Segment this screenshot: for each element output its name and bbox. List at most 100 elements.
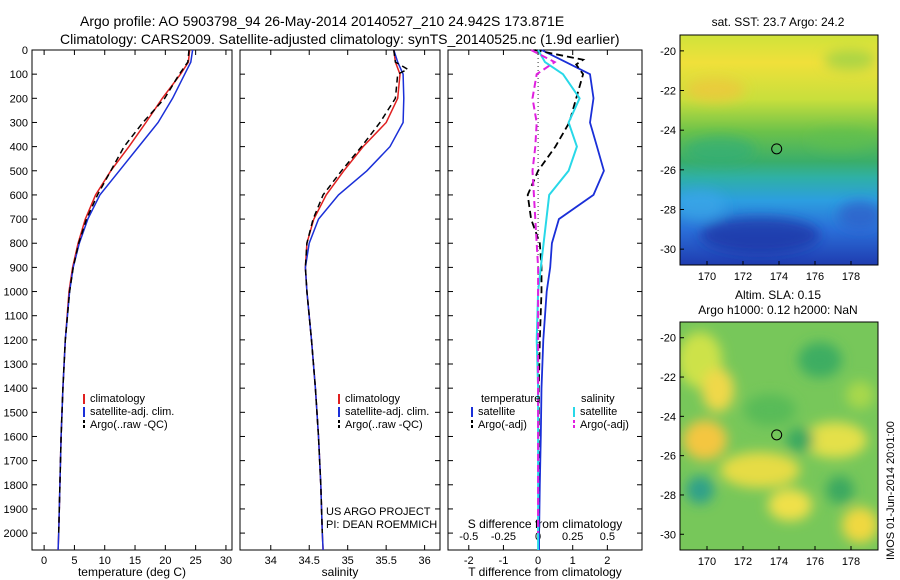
legend-label: Argo(..raw -QC) [345,419,423,431]
sla-map-title-line2: Argo h1000: 0.12 h2000: NaN [698,303,857,317]
legend-label: satellite [580,406,617,418]
x-tick-label: 15 [129,555,141,567]
series-line-satellite [304,49,405,551]
x-tick-label: 36 [418,555,430,567]
plot-frame [31,49,233,551]
x-tick-label: 34.5 [299,555,320,567]
series-line-argo [304,49,410,534]
top-axis-label: S difference from climatology [468,517,623,531]
sst-map-argo-marker [771,143,783,155]
map-y-tick-label: -26 [660,451,676,463]
map-y-tick-label: -30 [660,529,676,541]
difference-panel: -2 -1 0 1 2T difference from climatology -0.5… [447,49,643,579]
top-tick-label: 0.25 [562,531,583,543]
plot-frame [447,49,643,551]
sla-map-argo-marker [771,429,783,441]
series-line-salinity-argo [530,49,557,534]
y-tick-label: 400 [10,142,28,154]
y-tick-label: 700 [10,214,28,226]
x-tick-label: 30 [220,555,232,567]
y-tick-label: 300 [10,117,28,129]
plot-frame [239,49,441,551]
temperature-panel: 0 5 10 15 20 25 30 temperature (deg C) 0 100 200 30… [4,45,233,579]
credit-pi: PI: DEAN ROEMMICH [326,519,437,531]
x-tick-label: 0 [41,555,47,567]
y-tick-label: 100 [10,69,28,81]
legend-label: climatology [90,393,146,405]
map-x-tick-label: 172 [734,271,752,283]
map-x-tick-label: 174 [770,556,788,568]
map-y-tick-label: -20 [660,46,676,58]
x-tick-label: 1 [570,555,576,567]
y-tick-label: 800 [10,238,28,250]
map-x-tick-label: 176 [806,271,824,283]
top-tick-label: -0.5 [459,531,478,543]
legend-title-temperature: temperature [481,393,540,405]
map-x-tick-label: 170 [698,271,716,283]
y-tick-label: 1000 [4,287,28,299]
series-line-climatology [57,49,191,551]
map-y-tick-label: -30 [660,244,676,256]
x-axis-label: salinity [322,565,359,579]
sst-map-panel: sat. SST: 23.7 Argo: 24.2 170 172 174 176 17… [660,15,879,283]
y-tick-label: 1500 [4,407,28,419]
top-tick-label: 0.5 [600,531,615,543]
y-tick-label: 200 [10,93,28,105]
series-line-temperature-argo [526,49,586,534]
x-tick-label: 35.5 [375,555,396,567]
legend-title-salinity: salinity [581,393,615,405]
y-tick-label: 1900 [4,504,28,516]
map-y-tick-label: -28 [660,490,676,502]
map-y-tick-label: -26 [660,165,676,177]
y-tick-label: 1400 [4,383,28,395]
map-x-tick-label: 178 [842,556,860,568]
y-tick-label: 2000 [4,528,28,540]
y-tick-label: 1300 [4,359,28,371]
series-line-argo [57,49,190,534]
x-tick-label: 20 [159,555,171,567]
x-tick-label: -1 [499,555,509,567]
sst-map-title: sat. SST: 23.7 Argo: 24.2 [712,15,845,29]
legend-label: Argo(-adj) [580,419,629,431]
map-y-tick-label: -28 [660,204,676,216]
y-tick-label: 0 [22,45,28,57]
map-x-tick-label: 172 [734,556,752,568]
sla-map-title-line1: Altim. SLA: 0.15 [735,288,821,302]
legend-label: satellite [478,406,515,418]
sst-map-ticks: 170 172 174 176 178 -20 -22 -24 -26 -28 -30 [660,46,860,283]
legend-label: satellite-adj. clim. [90,406,174,418]
map-x-tick-label: 170 [698,556,716,568]
map-x-tick-label: 176 [806,556,824,568]
x-tick-label: 34 [265,555,277,567]
map-x-tick-label: 174 [770,271,788,283]
y-tick-label: 1800 [4,480,28,492]
y-tick-label: 600 [10,190,28,202]
sla-map-texture [680,332,878,543]
x-tick-label: 2 [604,555,610,567]
map-y-tick-label: -24 [660,411,676,423]
legend-label: Argo(..raw -QC) [90,419,168,431]
x-tick-label: -2 [464,555,474,567]
map-y-tick-label: -22 [660,372,676,384]
legend-label: Argo(-adj) [478,419,527,431]
map-x-tick-label: 178 [842,271,860,283]
series-line-salinity-satellite [535,49,581,550]
x-tick-label: 10 [99,555,111,567]
y-tick-label: 900 [10,262,28,274]
credit-project: US ARGO PROJECT [326,506,431,518]
sla-map-panel: Altim. SLA: 0.15 Argo h1000: 0.12 h2000:… [660,288,879,568]
series-line-satellite [57,49,194,551]
x-tick-label: 25 [190,555,202,567]
figure-title-line2: Climatology: CARS2009. Satellite-adjuste… [60,31,620,47]
x-tick-label: 0 [535,555,541,567]
imos-stamp: IMOS 01-Jun-2014 20:01:00 [885,421,897,560]
legend-label: climatology [345,393,401,405]
map-y-tick-label: -22 [660,86,676,98]
y-tick-label: 1200 [4,335,28,347]
sla-map-ticks: 170 172 174 176 178 -20 -22 -24 -26 -28 -30 [660,333,860,568]
x-tick-label: 35 [342,555,354,567]
salinity-panel: 34 34.5 35 35.5 36 salinity climatologysatelli… [239,49,441,579]
y-tick-label: 1700 [4,456,28,468]
figure-title-line1: Argo profile: AO 5903798_94 26-May-2014 … [80,13,564,29]
